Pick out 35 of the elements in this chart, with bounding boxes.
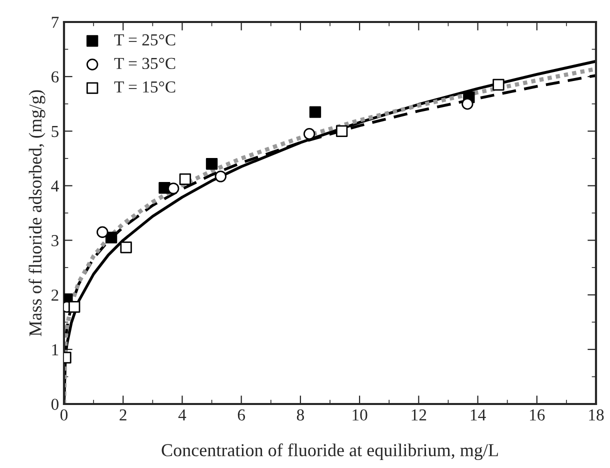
point xyxy=(492,78,504,91)
y-tick-label: 3 xyxy=(52,235,58,246)
x-tick-label: 6 xyxy=(238,409,246,421)
y-tick-label: 1 xyxy=(52,344,58,356)
x-tick-label: 18 xyxy=(589,409,604,421)
point xyxy=(105,232,118,244)
x-tick-label: 2 xyxy=(120,409,126,420)
y-tick-label: 4 xyxy=(51,180,59,192)
x-tick-label: 16 xyxy=(530,409,545,421)
y-tick-label: 2 xyxy=(52,290,58,301)
point xyxy=(214,170,226,182)
point xyxy=(309,106,322,118)
x-tick-label: 14 xyxy=(470,409,486,420)
point xyxy=(462,98,474,110)
x-tick-label: 12 xyxy=(412,409,426,420)
legend-label: T = 15°C xyxy=(114,81,176,93)
point xyxy=(120,242,132,254)
x-axis-title: Concentration of fluoride at equilibrium, mg/L xyxy=(162,443,498,460)
x-tick-label: 10 xyxy=(352,409,368,421)
x-tick-label: 0 xyxy=(60,409,68,421)
point xyxy=(68,301,80,313)
legend-label: T = 35°C xyxy=(114,58,176,70)
y-tick-label: 0 xyxy=(51,398,59,410)
point xyxy=(179,173,192,186)
x-tick-label: 8 xyxy=(296,409,304,421)
point xyxy=(303,128,316,140)
y-tick-label: 5 xyxy=(52,126,58,138)
point xyxy=(206,158,218,170)
point xyxy=(168,182,180,194)
y-tick-label: 6 xyxy=(52,71,59,83)
legend-label: T = 25°C xyxy=(114,34,176,46)
y-tick-label: 7 xyxy=(52,16,59,28)
y-axis-title: Mass of fluoride adsorbed, (mg/g) xyxy=(28,90,46,336)
x-tick-label: 4 xyxy=(178,409,186,420)
point xyxy=(336,125,348,137)
